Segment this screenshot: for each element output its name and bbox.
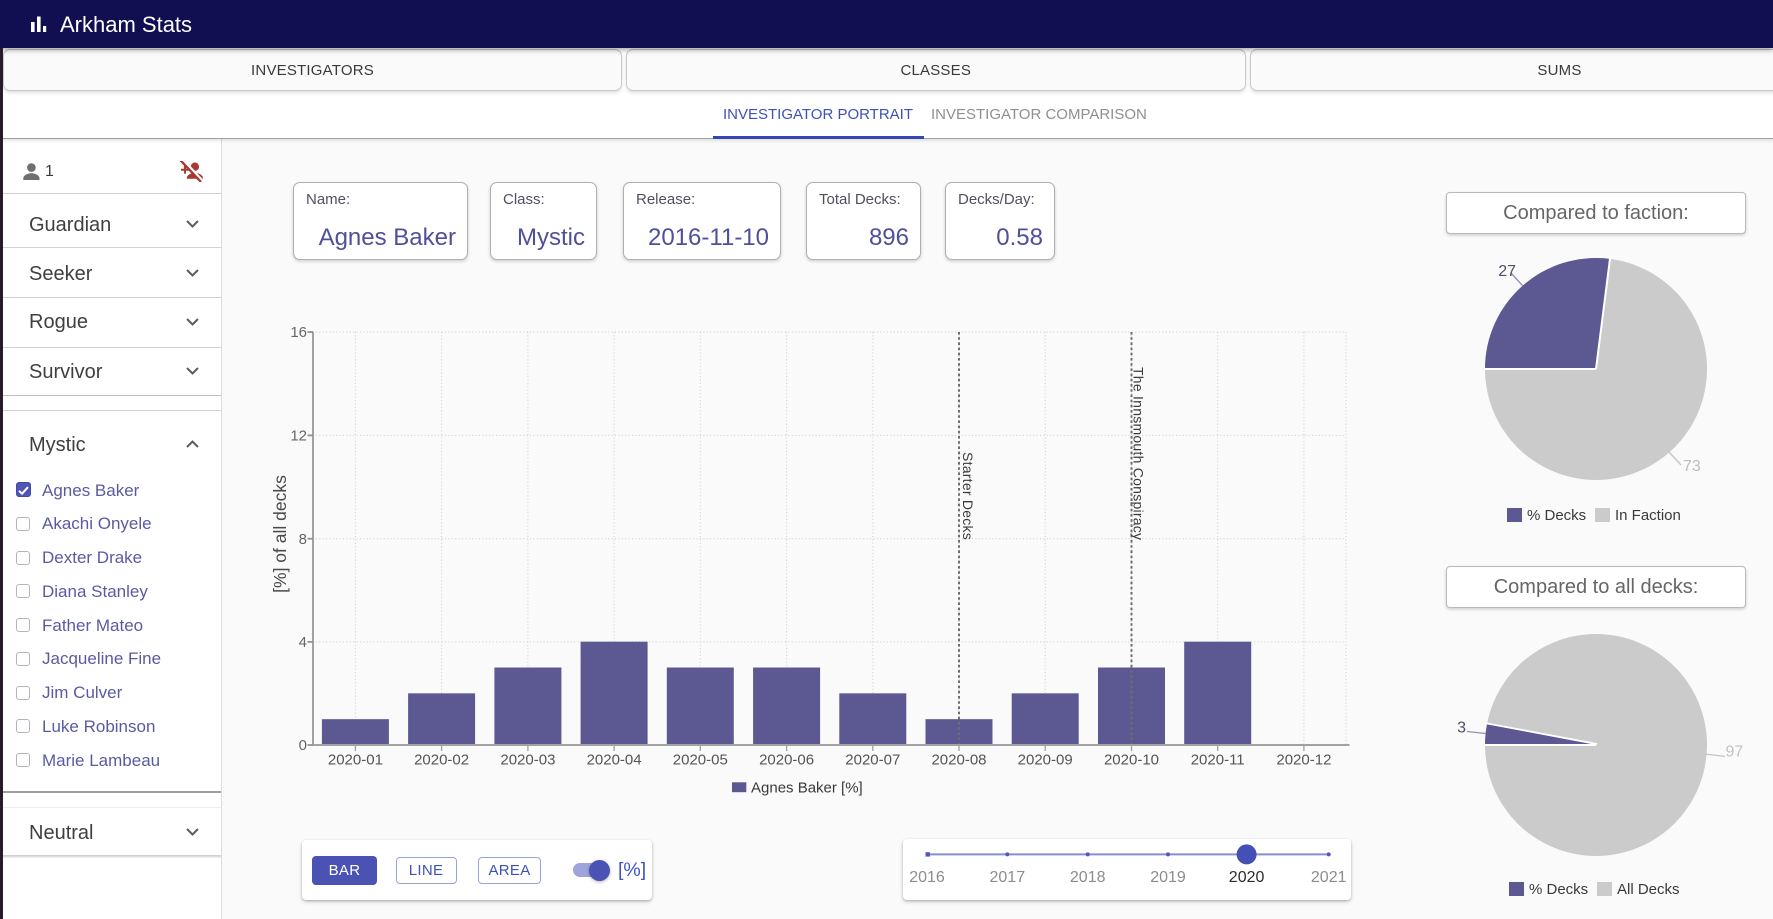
svg-text:2020-03: 2020-03 <box>500 752 555 769</box>
svg-text:2020-02: 2020-02 <box>414 752 469 769</box>
svg-text:2020-01: 2020-01 <box>328 752 383 769</box>
svg-text:2020-12: 2020-12 <box>1276 752 1331 769</box>
svg-text:[%] of all decks: [%] of all decks <box>270 475 290 593</box>
svg-text:2020-10: 2020-10 <box>1104 752 1159 769</box>
svg-text:0: 0 <box>299 737 307 754</box>
svg-text:Starter Decks: Starter Decks <box>960 452 976 540</box>
svg-text:3: 3 <box>1457 720 1466 737</box>
svg-text:2019: 2019 <box>1150 869 1186 886</box>
svg-text:2020-11: 2020-11 <box>1191 752 1245 769</box>
svg-text:2020-06: 2020-06 <box>759 752 814 769</box>
svg-text:2020-08: 2020-08 <box>931 752 986 769</box>
svg-text:2016: 2016 <box>909 869 945 886</box>
svg-text:16: 16 <box>290 324 307 341</box>
svg-text:2020-09: 2020-09 <box>1018 752 1073 769</box>
svg-text:2020-07: 2020-07 <box>845 752 900 769</box>
svg-text:27: 27 <box>1498 263 1516 280</box>
svg-text:2017: 2017 <box>990 869 1026 886</box>
svg-text:2020-05: 2020-05 <box>673 752 728 769</box>
svg-text:97: 97 <box>1726 744 1744 761</box>
svg-text:Agnes Baker [%]: Agnes Baker [%] <box>751 780 863 797</box>
svg-text:4: 4 <box>299 634 307 651</box>
svg-text:2018: 2018 <box>1070 869 1106 886</box>
svg-text:73: 73 <box>1683 458 1701 475</box>
svg-text:8: 8 <box>299 531 307 548</box>
svg-text:2020-04: 2020-04 <box>587 752 642 769</box>
svg-text:2021: 2021 <box>1311 869 1347 886</box>
svg-text:The Innsmouth Conspiracy: The Innsmouth Conspiracy <box>1131 367 1147 540</box>
svg-text:2020: 2020 <box>1229 869 1265 886</box>
svg-text:12: 12 <box>290 428 307 445</box>
